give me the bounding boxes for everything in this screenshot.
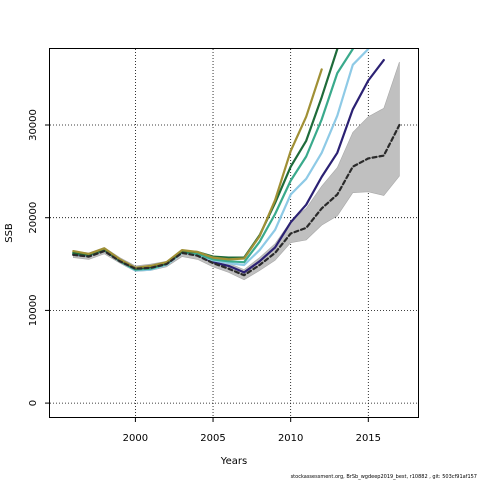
plot-frame [49, 48, 419, 418]
y-tick-label: 10000 [28, 294, 39, 326]
x-tick-label: 2015 [356, 433, 381, 444]
y-tick-label: 20000 [28, 202, 39, 234]
series-group [72, 49, 401, 277]
series-line [72, 68, 323, 269]
x-tick-label: 2005 [200, 433, 225, 444]
y-tick-label: 30000 [28, 109, 39, 141]
grid [50, 49, 418, 417]
x-tick-label: 2010 [278, 433, 303, 444]
x-axis: 2000 2005 2010 2015 [123, 417, 381, 444]
y-tick-label: 0 [28, 400, 39, 406]
y-axis: 0 10000 20000 30000 [28, 109, 50, 406]
y-axis-title: SSB [4, 223, 15, 243]
x-tick-label: 2000 [123, 433, 148, 444]
series-line [72, 123, 401, 277]
credit-text: stockassessment.org, BrSb_wgdeep2019_bes… [291, 474, 477, 480]
x-axis-title: Years [220, 456, 247, 467]
